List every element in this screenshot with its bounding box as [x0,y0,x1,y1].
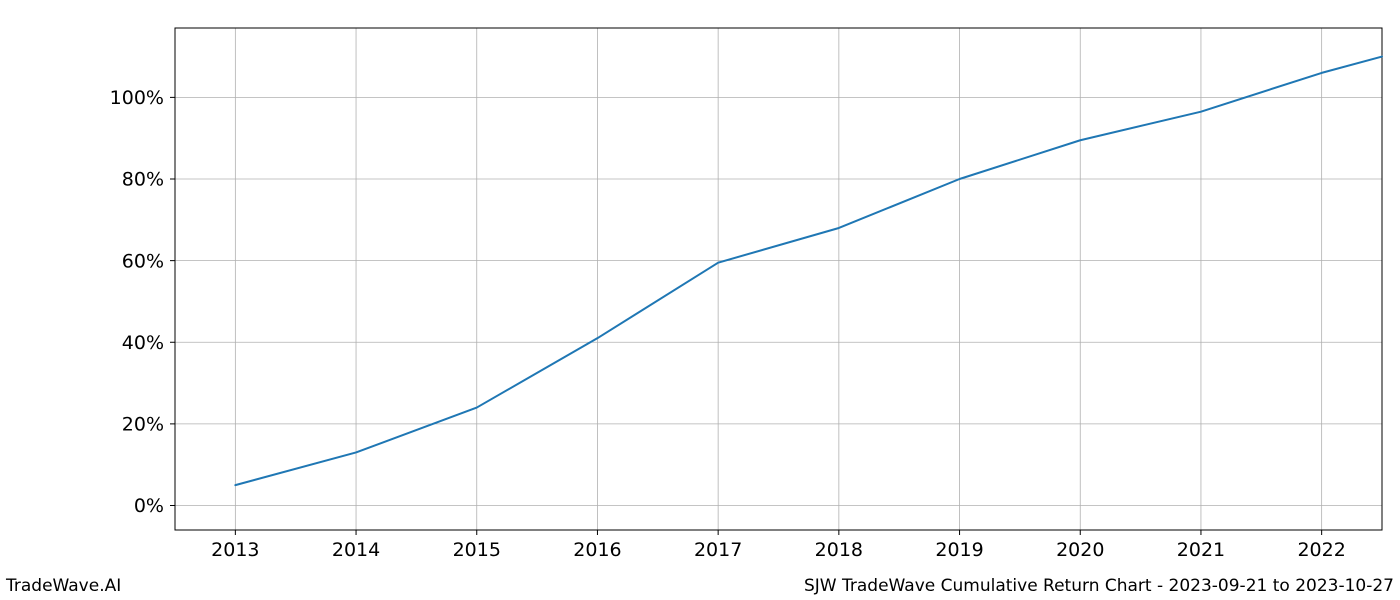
cumulative-return-chart: 2013 2014 2015 2016 2017 2018 2019 2020 2021 2022… [0,0,1400,600]
y-tick-label: 60% [122,250,164,272]
x-tick-label: 2015 [453,539,501,561]
y-tick-label: 20% [122,414,164,436]
footer-caption: SJW TradeWave Cumulative Return Chart - … [804,576,1394,596]
footer-branding: TradeWave.AI [6,576,121,596]
x-tick-label: 2020 [1056,539,1104,561]
x-tick-label: 2019 [935,539,983,561]
x-tick-label: 2014 [332,539,380,561]
chart-container: 2013 2014 2015 2016 2017 2018 2019 2020 2021 2022… [0,0,1400,600]
x-tick-label: 2017 [694,539,742,561]
y-tick-label: 80% [122,169,164,191]
y-tick-label: 100% [110,87,164,109]
x-tick-label: 2018 [815,539,863,561]
x-tick-label: 2013 [211,539,259,561]
x-tick-label: 2016 [573,539,621,561]
y-tick-label: 40% [122,332,164,354]
x-tick-label: 2021 [1177,539,1225,561]
x-tick-label: 2022 [1297,539,1345,561]
y-tick-label: 0% [134,495,164,517]
